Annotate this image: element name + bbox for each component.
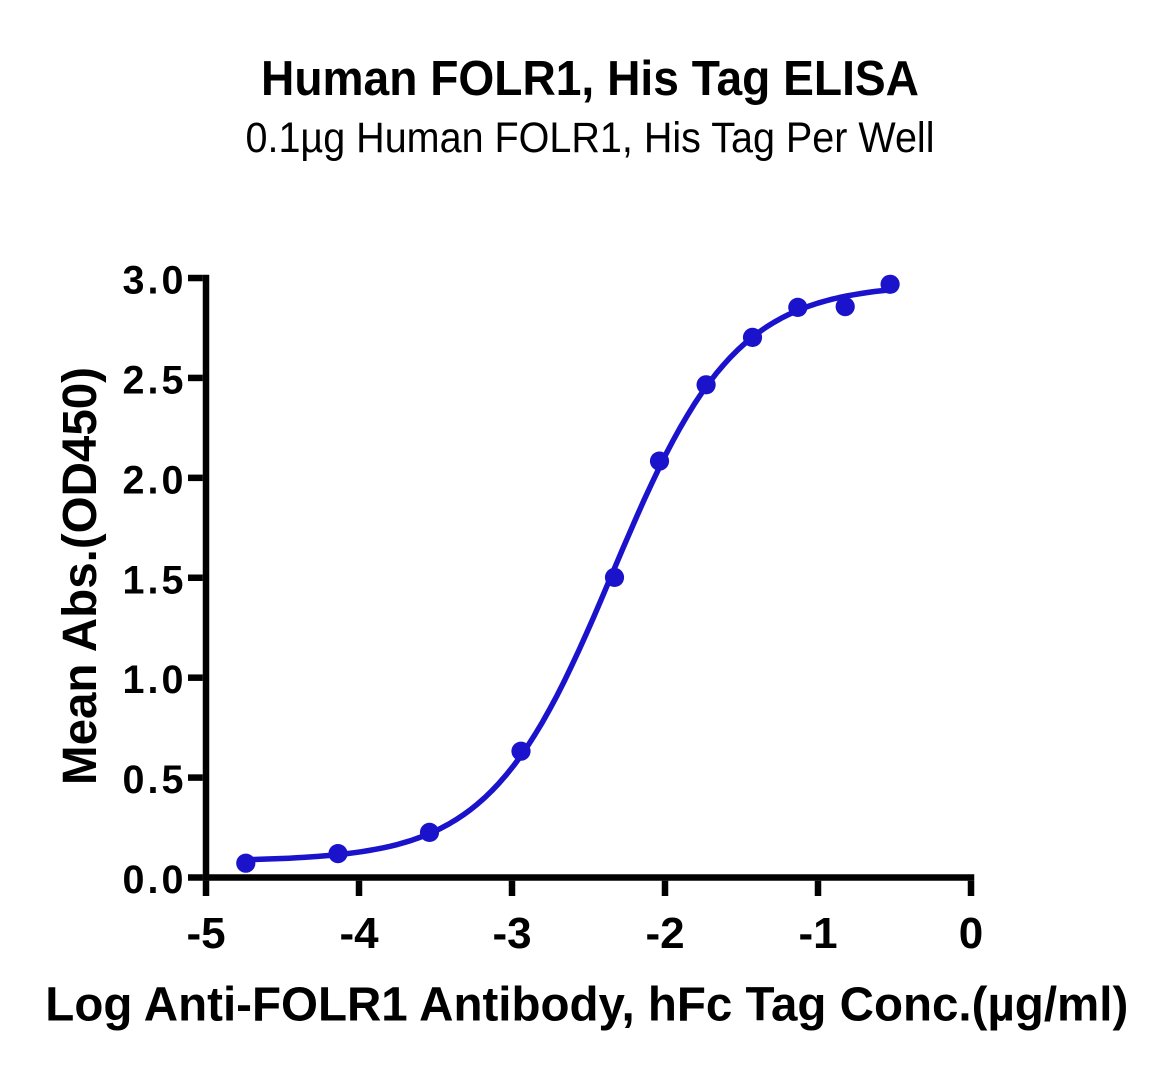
svg-text:Log Anti-FOLR1 Antibody, hFc T: Log Anti-FOLR1 Antibody, hFc Tag Conc.(µ… — [45, 978, 1128, 1032]
svg-text:2.5: 2.5 — [123, 358, 184, 402]
svg-text:-1: -1 — [798, 909, 837, 958]
svg-text:3.0: 3.0 — [123, 259, 184, 303]
svg-text:0.1µg Human FOLR1, His Tag Per: 0.1µg Human FOLR1, His Tag Per Well — [246, 115, 935, 162]
svg-text:0.5: 0.5 — [123, 758, 184, 802]
svg-text:-4: -4 — [339, 909, 379, 958]
svg-text:1.0: 1.0 — [123, 658, 184, 702]
svg-text:1.5: 1.5 — [123, 558, 184, 602]
svg-text:-5: -5 — [186, 909, 225, 958]
svg-text:Human FOLR1, His Tag ELISA: Human FOLR1, His Tag ELISA — [261, 51, 919, 106]
svg-text:0.0: 0.0 — [123, 858, 184, 902]
svg-text:Mean Abs.(OD450): Mean Abs.(OD450) — [53, 367, 107, 785]
svg-text:2.0: 2.0 — [123, 458, 184, 502]
svg-text:0: 0 — [959, 909, 983, 958]
svg-text:-2: -2 — [645, 909, 684, 958]
svg-text:-3: -3 — [492, 909, 531, 958]
